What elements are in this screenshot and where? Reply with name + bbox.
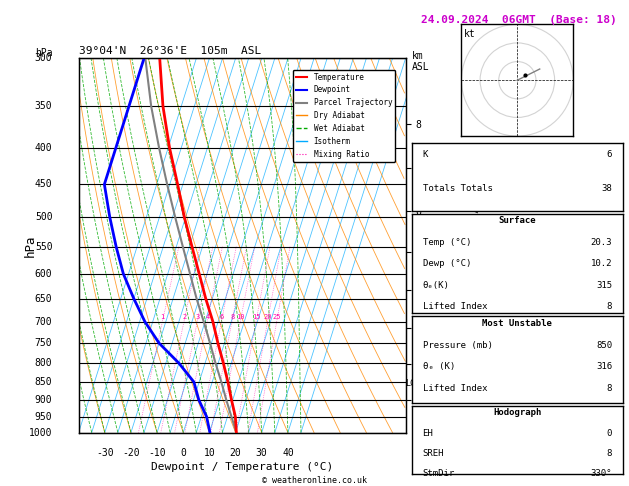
Text: 600: 600	[35, 269, 52, 279]
Text: 10: 10	[237, 314, 245, 320]
Text: 0: 0	[607, 429, 612, 437]
Text: CIN (J): CIN (J)	[423, 345, 460, 353]
Text: 30: 30	[256, 448, 267, 457]
Text: 4: 4	[205, 314, 209, 320]
Text: SREH: SREH	[423, 449, 444, 458]
Text: CAPE (J): CAPE (J)	[423, 406, 465, 415]
Text: 950: 950	[35, 412, 52, 421]
Text: 0: 0	[181, 448, 186, 457]
Text: 400: 400	[35, 143, 52, 153]
Text: 330°: 330°	[591, 469, 612, 478]
Text: CIN (J): CIN (J)	[423, 428, 460, 437]
Text: 550: 550	[35, 242, 52, 252]
Text: 38: 38	[601, 184, 612, 193]
Text: CAPE (J): CAPE (J)	[423, 323, 465, 332]
Text: K: K	[423, 150, 428, 159]
Text: 8: 8	[607, 449, 612, 458]
Text: Hodograph: Hodograph	[493, 408, 542, 417]
Text: 8: 8	[607, 384, 612, 393]
Text: 10.2: 10.2	[591, 259, 612, 268]
Y-axis label: Mixing Ratio (g/kg): Mixing Ratio (g/kg)	[470, 190, 480, 301]
Text: hPa: hPa	[35, 48, 52, 58]
Text: 1000: 1000	[29, 428, 52, 437]
Text: 316: 316	[596, 363, 612, 371]
Text: -30: -30	[96, 448, 114, 457]
Text: 10: 10	[204, 448, 215, 457]
Text: 0: 0	[607, 345, 612, 353]
Text: 2: 2	[182, 314, 186, 320]
Text: © weatheronline.co.uk: © weatheronline.co.uk	[262, 476, 367, 485]
Text: 700: 700	[35, 317, 52, 327]
Text: 20.3: 20.3	[591, 238, 612, 247]
Text: kt: kt	[464, 29, 476, 39]
Text: 39°04'N  26°36'E  105m  ASL: 39°04'N 26°36'E 105m ASL	[79, 46, 261, 56]
Text: 6: 6	[220, 314, 224, 320]
Text: 900: 900	[35, 395, 52, 405]
Text: 8: 8	[607, 302, 612, 311]
Text: Totals Totals: Totals Totals	[423, 184, 493, 193]
Text: -20: -20	[122, 448, 140, 457]
Text: 850: 850	[35, 377, 52, 387]
Text: 20: 20	[230, 448, 242, 457]
Text: -10: -10	[148, 448, 166, 457]
Text: EH: EH	[423, 429, 433, 437]
Text: 1.61: 1.61	[591, 218, 612, 227]
Text: Pressure (mb): Pressure (mb)	[423, 341, 493, 349]
Text: 1: 1	[160, 314, 165, 320]
Text: Dewp (°C): Dewp (°C)	[423, 259, 471, 268]
Y-axis label: hPa: hPa	[24, 234, 37, 257]
Text: 650: 650	[35, 294, 52, 304]
Text: Surface: Surface	[499, 216, 536, 226]
Text: km
ASL: km ASL	[412, 51, 430, 72]
Text: 0: 0	[607, 428, 612, 437]
Text: Dewpoint / Temperature (°C): Dewpoint / Temperature (°C)	[151, 463, 333, 472]
Text: 15: 15	[252, 314, 260, 320]
Text: 350: 350	[35, 101, 52, 111]
Text: 800: 800	[35, 358, 52, 368]
Text: 3: 3	[196, 314, 199, 320]
Text: 25: 25	[272, 314, 281, 320]
Text: 6: 6	[607, 150, 612, 159]
Text: 8: 8	[230, 314, 234, 320]
Text: Lifted Index: Lifted Index	[423, 384, 487, 393]
Text: 500: 500	[35, 212, 52, 222]
Text: 20: 20	[264, 314, 272, 320]
Text: θₑ (K): θₑ (K)	[423, 363, 455, 371]
Text: 300: 300	[35, 53, 52, 63]
Text: 750: 750	[35, 338, 52, 348]
Text: Most Unstable: Most Unstable	[482, 319, 552, 328]
Text: θₑ(K): θₑ(K)	[423, 280, 449, 290]
Text: Lifted Index: Lifted Index	[423, 302, 487, 311]
Legend: Temperature, Dewpoint, Parcel Trajectory, Dry Adiabat, Wet Adiabat, Isotherm, Mi: Temperature, Dewpoint, Parcel Trajectory…	[293, 69, 395, 162]
Text: 450: 450	[35, 179, 52, 190]
Text: StmDir: StmDir	[423, 469, 455, 478]
Text: PW (cm): PW (cm)	[423, 218, 460, 227]
Text: 0: 0	[607, 406, 612, 415]
Text: 315: 315	[596, 280, 612, 290]
Text: 850: 850	[596, 341, 612, 349]
Text: 0: 0	[607, 323, 612, 332]
Text: 24.09.2024  06GMT  (Base: 18): 24.09.2024 06GMT (Base: 18)	[421, 15, 617, 25]
Text: Temp (°C): Temp (°C)	[423, 238, 471, 247]
Text: 40: 40	[282, 448, 294, 457]
Text: LCL: LCL	[406, 380, 421, 388]
